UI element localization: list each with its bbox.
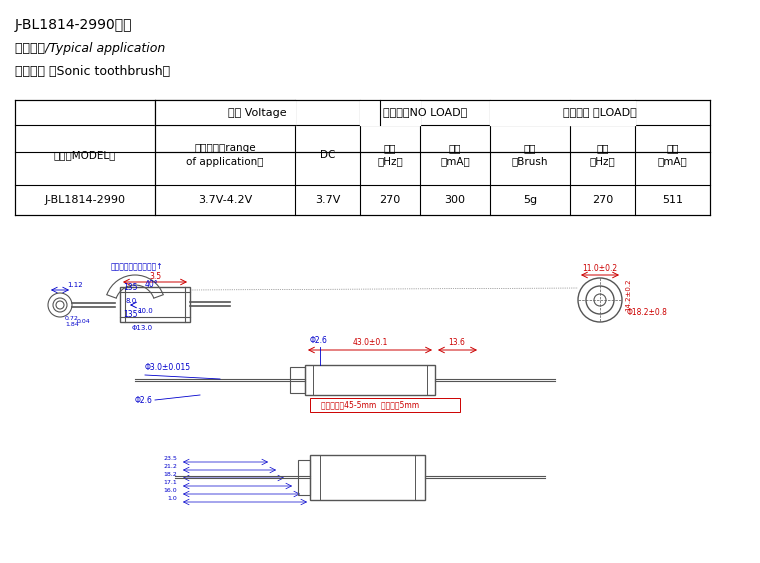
Bar bbox=[120, 287, 190, 322]
Text: 8.0: 8.0 bbox=[125, 298, 137, 304]
Text: 43.0±0.1: 43.0±0.1 bbox=[353, 338, 388, 347]
Text: 电流
（mA）: 电流 （mA） bbox=[657, 144, 687, 167]
Text: 511: 511 bbox=[662, 195, 683, 205]
Text: 型号（MODEL）: 型号（MODEL） bbox=[54, 150, 116, 160]
Text: 无负载（NO LOAD）: 无负载（NO LOAD） bbox=[383, 108, 467, 118]
Text: 3.5: 3.5 bbox=[149, 272, 161, 281]
Text: DC: DC bbox=[320, 150, 335, 160]
Bar bbox=[305, 365, 435, 395]
Text: 17.1: 17.1 bbox=[163, 480, 177, 485]
Text: 电流
（mA）: 电流 （mA） bbox=[440, 144, 470, 167]
Text: 赫兹
（Hz）: 赫兹 （Hz） bbox=[590, 144, 616, 167]
Text: 14.2±0.2: 14.2±0.2 bbox=[625, 279, 631, 311]
Text: 10.0: 10.0 bbox=[137, 308, 153, 314]
Text: 135: 135 bbox=[123, 283, 138, 292]
Text: 270: 270 bbox=[592, 195, 613, 205]
Text: 11.0±0.2: 11.0±0.2 bbox=[582, 264, 618, 273]
Text: 电压 Voltage: 电压 Voltage bbox=[228, 108, 287, 118]
Text: 1.0: 1.0 bbox=[167, 496, 177, 501]
Text: 13.6: 13.6 bbox=[448, 338, 465, 347]
Text: 1.12: 1.12 bbox=[67, 282, 83, 288]
Text: Φ2.6: Φ2.6 bbox=[310, 336, 328, 345]
Text: Φ3.0±0.015: Φ3.0±0.015 bbox=[145, 363, 191, 372]
Bar bbox=[298, 460, 310, 495]
Text: 40°: 40° bbox=[145, 280, 159, 289]
Text: Φ18.2±0.8: Φ18.2±0.8 bbox=[627, 308, 668, 317]
Text: 5g: 5g bbox=[523, 195, 537, 205]
Text: 3.7V-4.2V: 3.7V-4.2V bbox=[198, 195, 252, 205]
Text: 典型应用/Typical application: 典型应用/Typical application bbox=[15, 42, 165, 55]
Bar bbox=[310, 398, 460, 412]
Text: 300: 300 bbox=[445, 195, 465, 205]
Text: 负载特性 （LOAD）: 负载特性 （LOAD） bbox=[563, 108, 637, 118]
Text: 使用范围（range
of application）: 使用范围（range of application） bbox=[186, 144, 264, 167]
Text: 135°: 135° bbox=[123, 310, 141, 319]
Bar bbox=[290, 367, 305, 393]
Text: 电刷引线长45-5mm  上锡长度5mm: 电刷引线长45-5mm 上锡长度5mm bbox=[321, 400, 419, 409]
Bar bbox=[310, 455, 425, 500]
Text: 21.2: 21.2 bbox=[163, 464, 177, 469]
Text: 根据客户需求调整尺寸↑: 根据客户需求调整尺寸↑ bbox=[111, 262, 163, 271]
Text: J-BL1814-2990: J-BL1814-2990 bbox=[45, 195, 125, 205]
Text: 16.0: 16.0 bbox=[163, 488, 177, 493]
Text: 赫兹
（Hz）: 赫兹 （Hz） bbox=[377, 144, 403, 167]
Text: 声波牙刷 （Sonic toothbrush）: 声波牙刷 （Sonic toothbrush） bbox=[15, 65, 170, 78]
Text: Φ13.0: Φ13.0 bbox=[132, 325, 153, 331]
Text: 270: 270 bbox=[379, 195, 401, 205]
Text: J-BL1814-2990系列: J-BL1814-2990系列 bbox=[15, 18, 132, 32]
Text: 23.5: 23.5 bbox=[163, 456, 177, 461]
Text: 刷头
（Brush: 刷头 （Brush bbox=[511, 144, 548, 167]
Text: 0.04: 0.04 bbox=[77, 319, 90, 324]
Text: 3.7V: 3.7V bbox=[315, 195, 340, 205]
Text: 0.72: 0.72 bbox=[65, 316, 79, 321]
Text: 1.84: 1.84 bbox=[65, 322, 79, 327]
Text: 18.2: 18.2 bbox=[163, 472, 177, 477]
Text: Φ2.6: Φ2.6 bbox=[135, 396, 153, 405]
